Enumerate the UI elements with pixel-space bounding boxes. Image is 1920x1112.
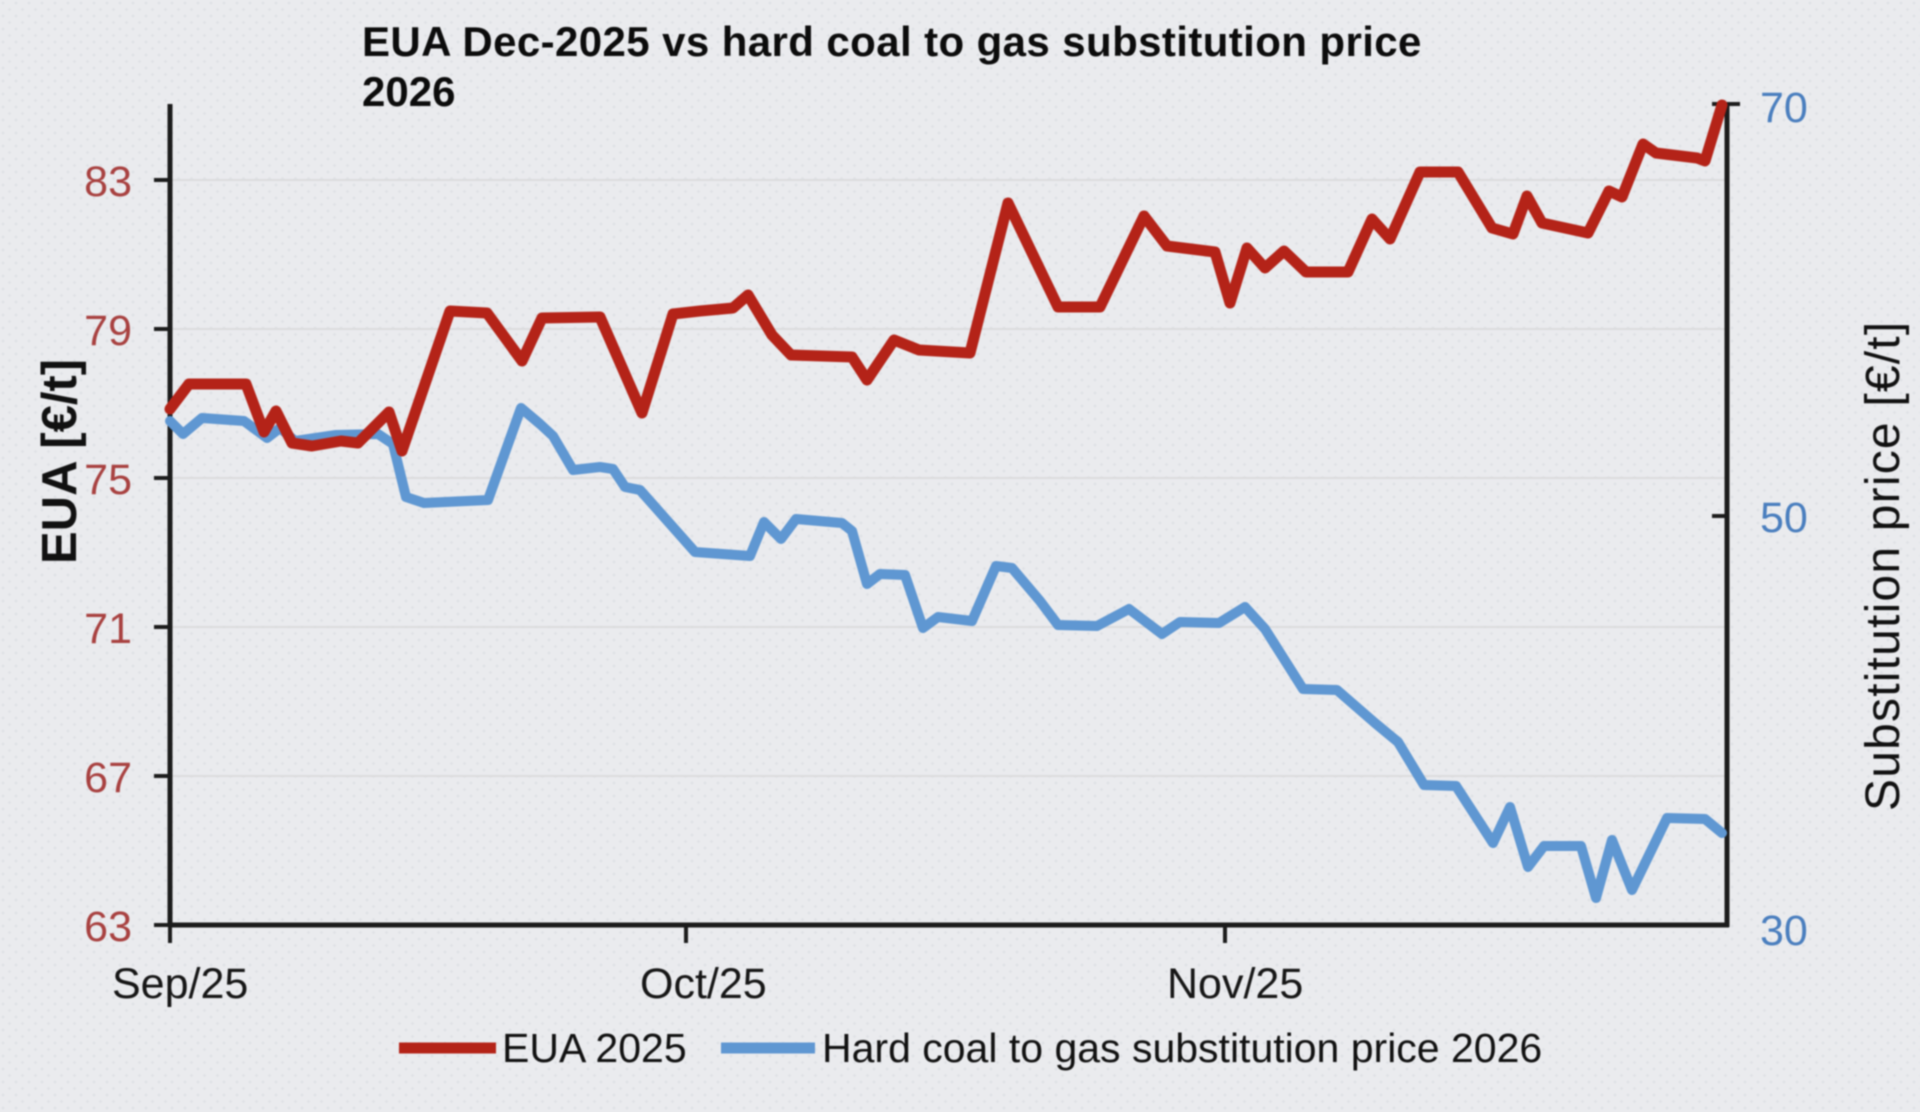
svg-text:2026: 2026 (362, 68, 455, 115)
svg-text:Hard coal to gas substitution: Hard coal to gas substitution price 2026 (822, 1025, 1542, 1071)
svg-text:67: 67 (84, 754, 132, 802)
svg-text:79: 79 (84, 307, 132, 355)
svg-text:63: 63 (84, 903, 132, 951)
svg-text:Oct/25: Oct/25 (640, 960, 767, 1008)
svg-text:Nov/25: Nov/25 (1167, 960, 1303, 1008)
svg-text:EUA 2025: EUA 2025 (502, 1025, 687, 1071)
svg-text:75: 75 (84, 456, 132, 504)
svg-text:30: 30 (1760, 907, 1808, 955)
svg-text:50: 50 (1760, 494, 1808, 542)
svg-text:EUA [€/t]: EUA [€/t] (33, 359, 87, 564)
svg-text:EUA Dec-2025 vs hard coal to g: EUA Dec-2025 vs hard coal to gas substit… (362, 18, 1422, 65)
svg-text:83: 83 (84, 158, 132, 206)
svg-text:71: 71 (84, 605, 132, 653)
svg-text:Sep/25: Sep/25 (112, 960, 248, 1008)
svg-text:70: 70 (1760, 84, 1808, 132)
svg-text:Substitution price [€/t]: Substitution price [€/t] (1857, 321, 1910, 811)
